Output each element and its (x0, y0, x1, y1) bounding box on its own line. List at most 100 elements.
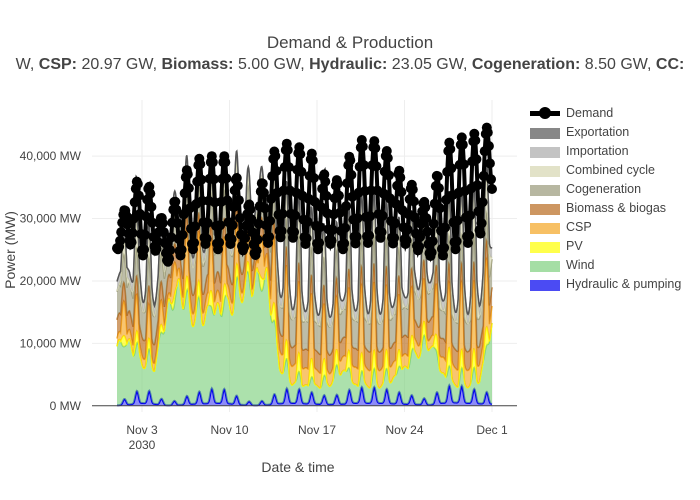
demand-marker (408, 196, 419, 207)
demand-marker (301, 233, 312, 244)
demand-marker (140, 229, 151, 240)
demand-marker (234, 213, 245, 223)
subtitle-part: 23.05 GW, (387, 56, 472, 73)
demand-marker (458, 159, 469, 170)
demand-marker (476, 218, 487, 229)
demand-marker (407, 184, 418, 195)
legend-item[interactable]: Wind (530, 256, 700, 275)
demand-marker (439, 242, 450, 253)
area-csp (117, 222, 492, 389)
demand-marker (464, 230, 475, 241)
y-tick-label: 20,000 MW (20, 274, 82, 288)
demand-marker (433, 183, 444, 194)
y-axis-label: Power (MW) (2, 211, 18, 289)
demand-marker (251, 245, 262, 256)
demand-marker (351, 231, 362, 242)
demand-marker (282, 145, 293, 155)
demand-marker (239, 242, 250, 253)
legend-label: Cogeneration (566, 182, 642, 196)
demand-marker (332, 178, 343, 189)
demand-marker (339, 238, 350, 249)
demand-marker (259, 203, 270, 214)
demand-marker (334, 207, 345, 218)
legend-item[interactable]: Exportation (530, 123, 700, 142)
demand-marker (487, 184, 497, 194)
subtitle-part: 8.50 GW, (580, 56, 656, 73)
demand-marker (475, 228, 486, 239)
legend-swatch (530, 242, 560, 253)
demand-marker (382, 153, 393, 163)
demand-marker (477, 197, 488, 208)
demand-marker (377, 210, 388, 221)
demand-marker (401, 235, 412, 246)
demand-marker (178, 209, 189, 220)
demand-marker (358, 160, 369, 171)
legend-item[interactable]: PV (530, 237, 700, 256)
demand-marker (440, 222, 451, 233)
y-tick-label: 10,000 MW (20, 336, 82, 350)
demand-marker (207, 157, 218, 168)
demand-marker (258, 187, 269, 198)
demand-marker (246, 214, 257, 225)
demand-marker (183, 183, 194, 194)
demand-marker (471, 154, 482, 165)
demand-marker (271, 166, 282, 176)
x-tick-sublabel: 2030 (129, 438, 156, 452)
legend-label: PV (566, 239, 583, 253)
demand-marker (409, 212, 420, 223)
demand-marker (240, 233, 251, 244)
subtitle-part: CC: (655, 56, 685, 73)
demand-marker (320, 176, 331, 187)
demand-marker (277, 208, 288, 219)
legend-swatch (530, 204, 560, 215)
demand-marker (315, 222, 326, 233)
demand-marker (415, 231, 426, 242)
subtitle-part: 5.00 GW, (233, 56, 310, 73)
demand-marker (170, 196, 181, 207)
demand-marker (396, 187, 407, 197)
demand-marker (383, 170, 394, 181)
demand-marker (333, 190, 344, 201)
demand-marker (450, 244, 461, 255)
legend-item[interactable]: Cogeneration (530, 180, 700, 199)
demand-marker (432, 171, 443, 182)
demand-marker (402, 224, 413, 235)
legend-label: Hydraulic & pumping (566, 277, 682, 291)
chart-subtitle: W, CSP: 20.97 GW, Biomass: 5.00 GW, Hydr… (0, 56, 700, 74)
demand-marker (133, 190, 144, 201)
x-tick-label: Nov 24 (385, 423, 423, 437)
legend-item[interactable]: Demand (530, 104, 700, 123)
legend-item[interactable]: CSP (530, 218, 700, 237)
legend-item[interactable]: Hydraulic & pumping (530, 275, 700, 294)
demand-marker (434, 203, 445, 214)
area-hydraulic-pumping (117, 385, 492, 406)
demand-marker (141, 211, 152, 222)
legend-item[interactable]: Biomass & biogas (530, 199, 700, 218)
demand-marker (463, 238, 473, 248)
subtitle-part: Hydraulic: (309, 56, 388, 73)
y-tick-label: 0 MW (50, 399, 82, 413)
chart-title: Demand & Production (266, 33, 434, 52)
demand-marker (295, 149, 306, 160)
demand-marker (465, 210, 476, 221)
demand-marker (201, 233, 212, 244)
demand-marker (222, 195, 233, 206)
demand-marker (157, 218, 168, 229)
demand-marker (486, 174, 496, 185)
y-tick-label: 40,000 MW (20, 149, 82, 163)
demand-marker (195, 159, 206, 170)
legend-item[interactable]: Importation (530, 142, 700, 161)
demand-marker (265, 215, 276, 226)
legend-label: Wind (566, 258, 595, 272)
demand-marker (276, 226, 287, 236)
demand-marker (227, 220, 238, 231)
demand-marker (226, 234, 237, 245)
demand-marker (395, 172, 406, 183)
demand-marker (426, 247, 437, 258)
demand-marker (364, 230, 375, 241)
legend-swatch (530, 166, 560, 177)
subtitle-part: Biomass: (161, 56, 234, 73)
demand-marker (390, 218, 401, 229)
legend-item[interactable]: Combined cycle (530, 161, 700, 180)
